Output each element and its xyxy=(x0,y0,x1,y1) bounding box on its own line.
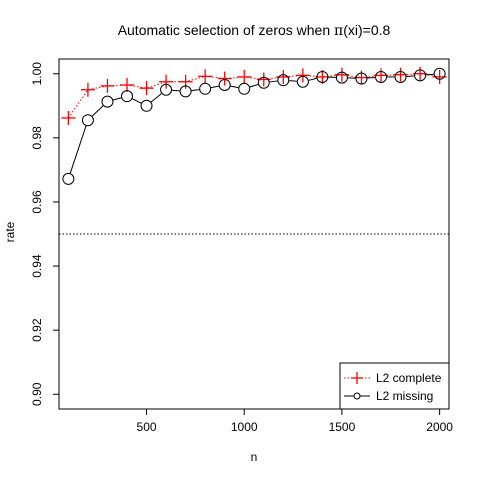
series-line-segment xyxy=(132,98,142,104)
data-point xyxy=(101,95,114,108)
data-point xyxy=(140,99,153,112)
data-point xyxy=(61,110,76,125)
x-tick-label: 1500 xyxy=(329,420,356,434)
series-line-segment xyxy=(249,84,259,88)
chart-title-symbol: π xyxy=(334,23,343,39)
y-tick-label: 0.92 xyxy=(30,318,44,342)
data-point xyxy=(277,74,290,87)
legend: L2 complete L2 missing xyxy=(339,362,450,410)
y-tick-label: 0.90 xyxy=(30,382,44,406)
data-point xyxy=(100,78,115,93)
series-line-segment xyxy=(367,76,376,79)
series-line-segment xyxy=(172,89,180,92)
data-point xyxy=(257,76,270,89)
data-point xyxy=(217,71,232,86)
x-axis: 500 1000 1500 2000 xyxy=(137,408,453,434)
series-line-segment xyxy=(69,125,87,174)
series-line xyxy=(67,73,440,119)
series-l2-complete xyxy=(61,66,447,125)
data-point xyxy=(120,90,133,103)
x-tick-label: 2000 xyxy=(426,420,453,434)
legend-item: L2 missing xyxy=(344,389,433,403)
data-point xyxy=(178,74,193,89)
legend-label: L2 missing xyxy=(376,389,433,403)
data-point xyxy=(62,172,75,185)
data-point xyxy=(414,69,427,82)
data-point xyxy=(316,70,329,83)
data-point xyxy=(160,83,173,96)
series-line-segment xyxy=(210,85,219,89)
data-point xyxy=(335,71,348,84)
data-point xyxy=(80,82,95,97)
y-axis: 0.90 0.92 0.94 0.96 0.98 1.00 xyxy=(30,62,60,406)
y-axis-label: rate xyxy=(3,221,17,242)
series-line-segment xyxy=(308,77,317,81)
y-tick-label: 0.98 xyxy=(30,126,44,150)
series-line-segment xyxy=(91,105,104,117)
legend-box xyxy=(339,362,450,410)
series-line-segment xyxy=(289,80,297,82)
data-point xyxy=(198,69,213,84)
legend-item: L2 complete xyxy=(344,371,442,385)
plot-frame xyxy=(58,58,450,410)
data-point xyxy=(355,72,368,85)
data-point xyxy=(81,114,94,127)
series-line-segment xyxy=(426,73,434,76)
data-point xyxy=(237,69,252,84)
series-line-segment xyxy=(113,97,122,101)
data-point xyxy=(179,85,192,98)
series-line-segment xyxy=(406,75,415,77)
data-point xyxy=(238,82,251,95)
chart-title-prefix: Automatic selection of zeros when xyxy=(118,22,334,38)
x-tick-label: 500 xyxy=(137,420,157,434)
data-point xyxy=(413,66,428,81)
y-tick-label: 0.96 xyxy=(30,190,44,214)
series-line-segment xyxy=(269,80,278,83)
series-line-segment xyxy=(230,85,239,89)
data-point xyxy=(218,78,231,91)
series-line-segment xyxy=(191,89,200,92)
data-point xyxy=(394,70,407,83)
data-point xyxy=(159,74,174,89)
series-l2-missing xyxy=(62,67,446,185)
data-point xyxy=(119,77,134,92)
chart-title: Automatic selection of zeros when π(xi)=… xyxy=(118,22,391,39)
data-point xyxy=(139,81,154,96)
data-point xyxy=(296,75,309,88)
chart-title-suffix: (xi)=0.8 xyxy=(343,22,390,38)
data-point xyxy=(199,82,212,95)
y-tick-label: 0.94 xyxy=(30,254,44,278)
data-point xyxy=(375,70,388,83)
data-point xyxy=(433,67,446,80)
x-axis-label: n xyxy=(251,450,258,464)
series-line-segment xyxy=(150,93,162,103)
data-point xyxy=(295,68,310,83)
x-tick-label: 1000 xyxy=(231,420,258,434)
series-group xyxy=(61,66,447,185)
data-point xyxy=(374,68,389,83)
data-point xyxy=(315,69,330,84)
y-tick-label: 1.00 xyxy=(30,62,44,86)
legend-label: L2 complete xyxy=(376,371,442,385)
